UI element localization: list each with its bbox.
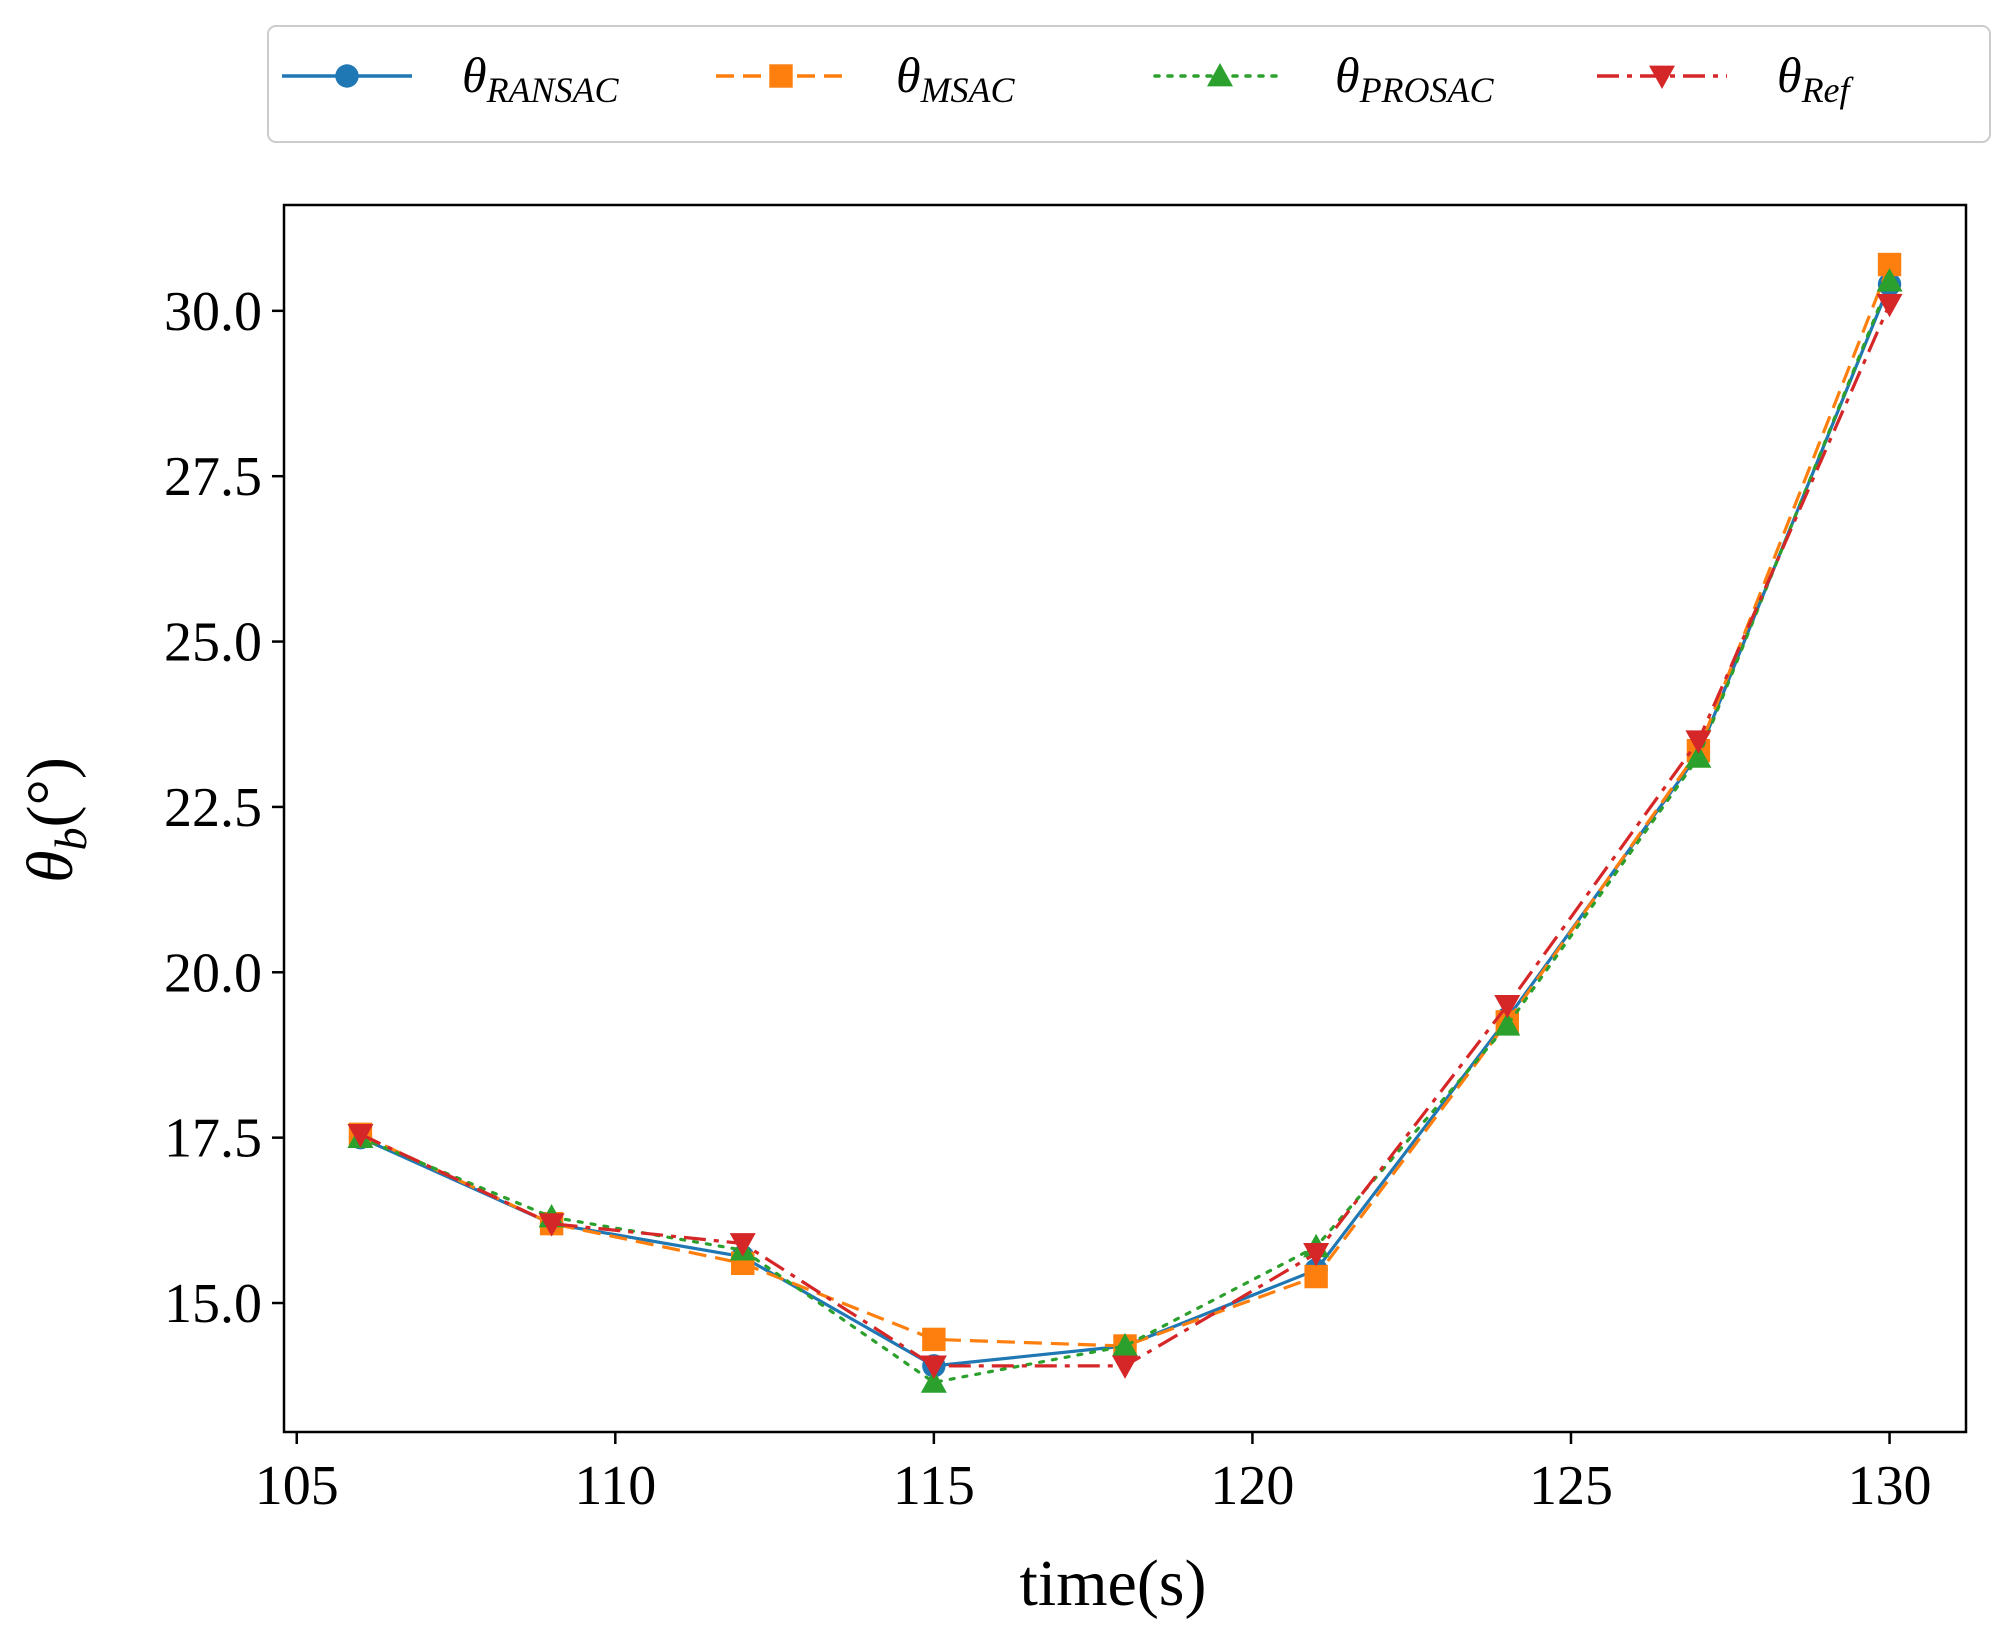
y-tick-label: 30.0 — [164, 281, 262, 343]
data-point — [1304, 1264, 1328, 1289]
legend-label: θRef — [1777, 47, 1855, 110]
series-prosac — [347, 268, 1903, 1393]
legend-item-msac: θMSAC — [716, 47, 1016, 110]
data-point — [347, 1123, 374, 1148]
legend-item-ransac: θRANSAC — [282, 47, 620, 110]
series-msac — [348, 252, 1902, 1358]
y-tick-label: 22.5 — [164, 777, 262, 839]
series-ransac — [348, 272, 1902, 1378]
data-point — [538, 1213, 565, 1237]
y-tick-label: 15.0 — [164, 1273, 262, 1335]
data-point — [729, 1233, 756, 1257]
series-line — [359, 303, 1892, 1368]
legend-item-prosac: θPROSAC — [1153, 47, 1495, 110]
data-point — [1303, 1243, 1330, 1267]
y-tick-label: 25.0 — [164, 612, 262, 674]
plot-frame — [282, 203, 1968, 1434]
legend-frame — [267, 25, 1991, 143]
y-axis-label: θb(°) — [14, 757, 96, 883]
legend: θRANSAC θMSAC θPROSAC θRef — [267, 25, 1991, 143]
data-point — [1685, 744, 1712, 768]
x-tick-label: 125 — [1529, 1455, 1613, 1517]
series-layer — [347, 252, 1903, 1393]
data-point — [922, 1327, 946, 1352]
legend-label: θMSAC — [896, 47, 1016, 110]
data-point — [1112, 1355, 1138, 1379]
x-tick-label: 110 — [574, 1455, 656, 1517]
x-tick-label: 120 — [1210, 1455, 1294, 1517]
data-point — [920, 1355, 947, 1379]
plot-area: 105 110 115 120 125 130 15.0 17.5 20.0 22.5 25.0 2… — [164, 203, 1968, 1517]
y-tick-label: 20.0 — [164, 942, 262, 1004]
series-line — [359, 283, 1892, 1368]
data-point — [1112, 1333, 1138, 1357]
data-point — [1685, 730, 1712, 754]
data-point — [1877, 252, 1902, 277]
series-ref — [347, 293, 1903, 1379]
legend-marker — [769, 64, 793, 88]
x-tick-label: 115 — [893, 1455, 975, 1517]
data-point — [1876, 268, 1903, 292]
legend-marker — [335, 64, 359, 88]
data-point — [1494, 994, 1521, 1019]
series-line — [359, 263, 1892, 1348]
x-axis-label: time(s) — [1020, 1547, 1207, 1620]
y-axis: 15.0 17.5 20.0 22.5 25.0 27.5 30.0 — [164, 281, 284, 1335]
legend-marker — [1649, 65, 1675, 89]
data-point — [920, 1369, 947, 1393]
legend-item-ref: θRef — [1597, 47, 1855, 110]
legend-label: θRANSAC — [462, 47, 620, 110]
data-point — [1494, 1012, 1521, 1036]
y-tick-label: 17.5 — [164, 1108, 262, 1170]
legend-marker — [1207, 63, 1233, 87]
data-point — [1876, 293, 1903, 318]
series-line — [358, 279, 1892, 1384]
x-tick-label: 105 — [255, 1455, 339, 1517]
legend-label: θPROSAC — [1335, 47, 1495, 110]
x-axis: 105 110 115 120 125 130 — [255, 1432, 1932, 1517]
y-tick-label: 27.5 — [164, 446, 262, 508]
x-tick-label: 130 — [1848, 1455, 1932, 1517]
